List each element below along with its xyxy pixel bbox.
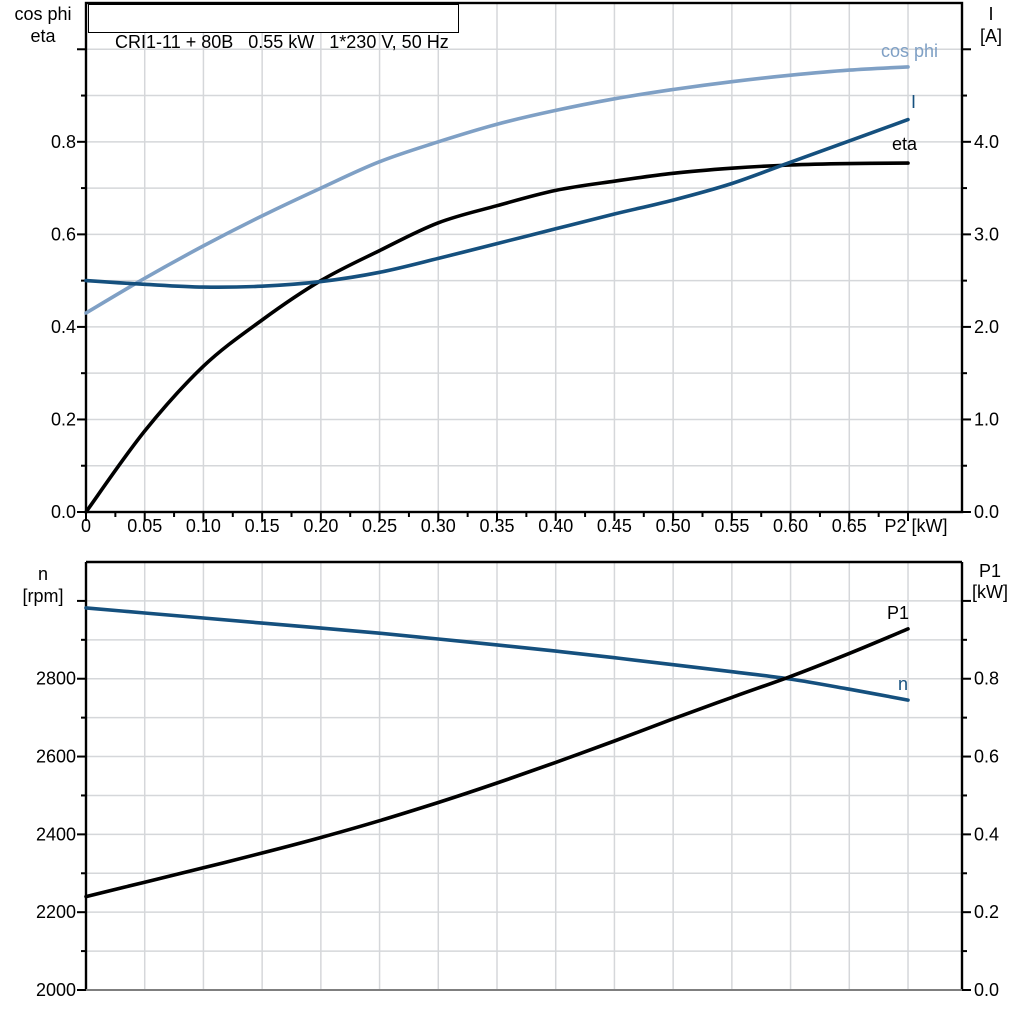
top-left-axis-title-line2: eta <box>30 26 56 46</box>
y-tick-label: 0.2 <box>51 409 76 429</box>
curve-label-eta: eta <box>892 134 918 154</box>
top-right-axis-title-line2: [A] <box>979 26 1002 46</box>
top-right-axis-title: I [A] <box>960 3 1022 47</box>
y-tick-label: 4.0 <box>974 132 999 152</box>
y-tick-label: 0.2 <box>974 902 999 922</box>
y-tick-label: 2600 <box>36 747 76 767</box>
top-left-axis-title-line1: cos phi <box>14 4 72 24</box>
y-tick-label: 0.0 <box>974 980 999 1000</box>
y-tick-label: 0.0 <box>974 502 999 522</box>
y-tick-label: 2800 <box>36 669 76 689</box>
x-tick-label: 0.55 <box>714 516 749 536</box>
y-tick-label: 0.8 <box>51 132 76 152</box>
y-tick-label: 0.6 <box>51 224 76 244</box>
x-axis-label: P2 [kW] <box>884 516 947 536</box>
curve-cos-phi <box>84 65 910 315</box>
x-tick-label: 0.65 <box>832 516 867 536</box>
y-tick-label: 0.4 <box>974 824 999 844</box>
bottom-left-axis-title-line1: n <box>37 564 48 584</box>
x-tick-label: 0.60 <box>773 516 808 536</box>
curve-eta <box>84 161 910 514</box>
curve-n <box>84 606 910 702</box>
curve-p1 <box>84 627 910 899</box>
x-tick-label: 0.40 <box>538 516 573 536</box>
x-tick-label: 0.05 <box>127 516 162 536</box>
y-tick-label: 0.6 <box>974 747 999 767</box>
bottom-right-axis-title-line2: [kW] <box>972 582 1008 602</box>
bottom-left-axis-title-line2: [rpm] <box>22 586 64 606</box>
y-tick-label: 0.8 <box>974 669 999 689</box>
y-tick-label: 0.0 <box>51 502 76 522</box>
x-tick-label: 0.10 <box>186 516 221 536</box>
curve-label-cos-phi: cos phi <box>881 41 939 61</box>
y-tick-label: 2200 <box>36 902 76 922</box>
x-tick-label: 0.30 <box>421 516 456 536</box>
bottom-right-axis-title: P1 [kW] <box>956 561 1024 603</box>
curve-label-p1: P1 <box>887 603 910 623</box>
y-tick-label: 3.0 <box>974 224 999 244</box>
bottom-left-axis-title: n [rpm] <box>6 563 80 607</box>
x-tick-label: 0 <box>81 516 91 536</box>
y-tick-label: 2.0 <box>974 317 999 337</box>
top-left-axis-title: cos phi eta <box>4 3 82 47</box>
curve-label-n: n <box>898 674 909 694</box>
x-tick-label: 0.35 <box>479 516 514 536</box>
x-tick-label: 0.25 <box>362 516 397 536</box>
x-tick-label: 0.20 <box>303 516 338 536</box>
chart-title-box: CRI1-11 + 80B 0.55 kW 1*230 V, 50 Hz <box>88 4 459 52</box>
y-tick-label: 0.4 <box>51 317 76 337</box>
top-panel-frame <box>84 1 964 514</box>
top-right-axis-title-line1: I <box>988 4 994 24</box>
chart-title: CRI1-11 + 80B 0.55 kW 1*230 V, 50 Hz <box>115 32 449 52</box>
y-tick-label: 1.0 <box>974 409 999 429</box>
bottom-right-axis-title-line1: P1 <box>978 561 1002 581</box>
curve-label-current: I <box>911 92 917 112</box>
curve-current <box>84 117 910 290</box>
y-tick-label: 2400 <box>36 824 76 844</box>
x-tick-label: 0.50 <box>656 516 691 536</box>
x-tick-label: 0.15 <box>245 516 280 536</box>
y-tick-label: 2000 <box>36 980 76 1000</box>
x-tick-label: 0.45 <box>597 516 632 536</box>
